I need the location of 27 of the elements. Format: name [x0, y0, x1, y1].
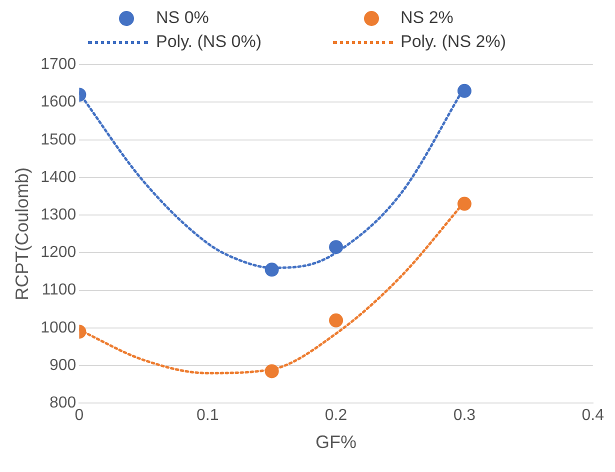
- y-tick-label: 1100: [42, 282, 76, 299]
- legend-label: Poly. (NS 2%): [400, 32, 506, 52]
- y-tick-label: 1000: [40, 319, 76, 336]
- y-tick-label: 900: [49, 356, 76, 374]
- y-tick-label: 1300: [40, 206, 76, 224]
- y-tick-label: 1400: [40, 168, 76, 186]
- point: [457, 84, 472, 98]
- x-tick-label: 0: [74, 407, 84, 424]
- y-tick-label: 1200: [40, 244, 76, 262]
- y-tick-label: 1500: [40, 131, 76, 148]
- y-axis-title: RCPT(Coulomb): [12, 167, 32, 300]
- point: [264, 364, 279, 378]
- legend-label: Poly. (NS 0%): [156, 32, 262, 52]
- legend-label: NS 0%: [156, 8, 209, 28]
- point: [457, 196, 472, 211]
- y-tick-label: 800: [49, 394, 76, 412]
- x-tick-label: 0.4: [582, 407, 604, 424]
- x-axis-title: GF%: [316, 432, 357, 452]
- y-tick-label: 1700: [40, 56, 76, 74]
- point: [264, 262, 279, 277]
- y-tick-label: 1600: [40, 94, 76, 111]
- x-tick-label: 0.3: [453, 407, 476, 424]
- x-tick-label: 0.2: [324, 407, 348, 424]
- point: [329, 313, 344, 328]
- x-tick-label: 0.1: [196, 407, 219, 424]
- legend-label: NS 2%: [400, 8, 454, 28]
- point: [329, 240, 344, 254]
